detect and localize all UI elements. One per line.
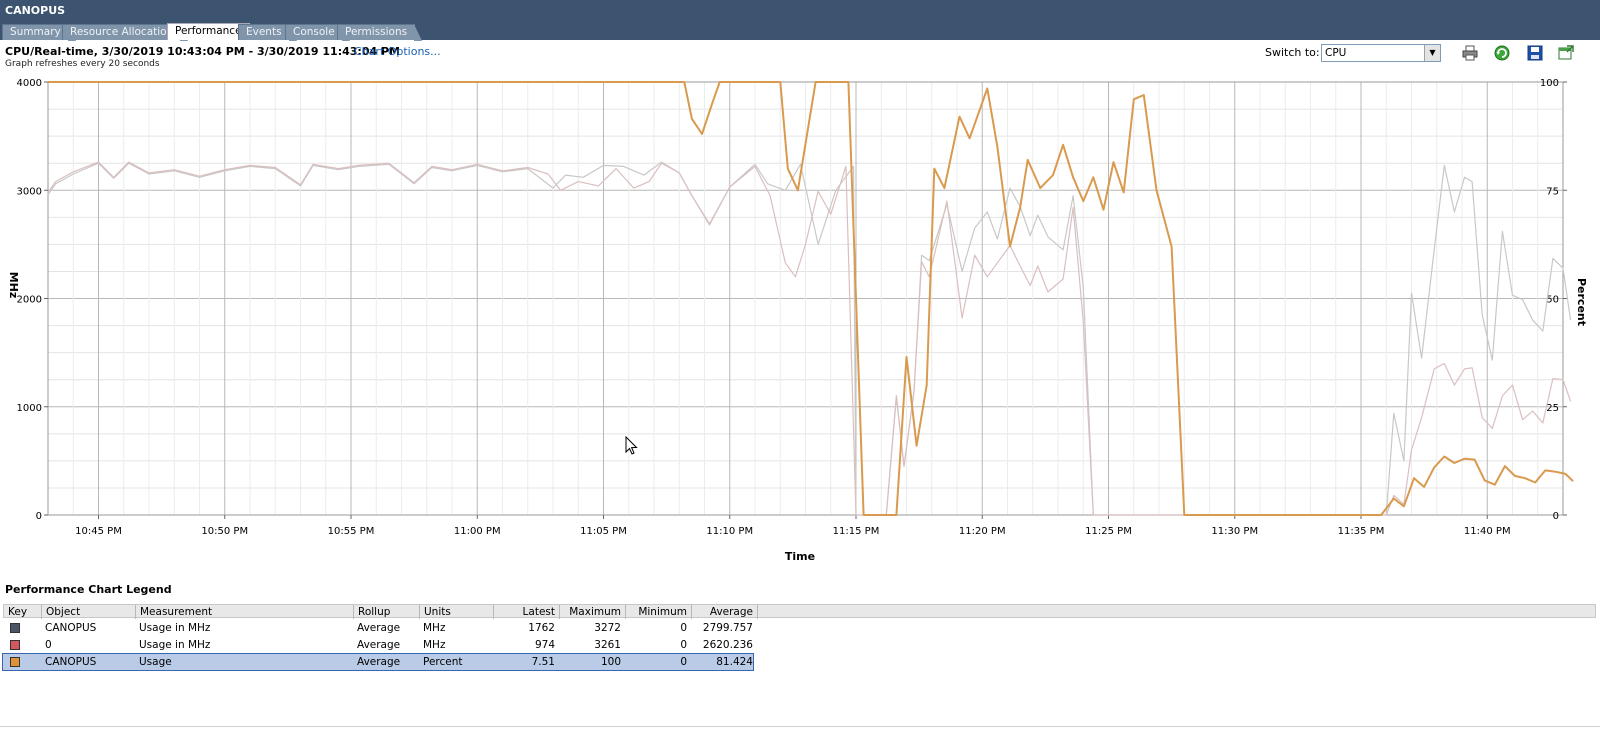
switch-to-value: CPU (1325, 47, 1347, 59)
x-tick-label: 10:50 PM (201, 526, 248, 537)
legend-cell-units: MHz (423, 622, 446, 634)
col-latest[interactable]: Latest (494, 605, 560, 619)
tab-performance[interactable]: Performance (167, 23, 257, 40)
y-tick-label-right: 25 (1546, 403, 1559, 414)
x-tick-label: 11:15 PM (833, 526, 880, 537)
legend-cell-rollup: Average (357, 622, 401, 634)
print-icon[interactable] (1462, 45, 1478, 61)
mouse-cursor-icon (625, 436, 638, 455)
refresh-note: Graph refreshes every 20 seconds (5, 59, 160, 69)
series-line-0 (47, 161, 1572, 516)
legend-cell-maximum: 100 (600, 656, 621, 668)
y-tick-label-right: 75 (1546, 186, 1559, 197)
col-rollup[interactable]: Rollup (354, 605, 420, 619)
y-tick-label-right: 100 (1540, 78, 1559, 89)
legend-cell-measurement: Usage in MHz (139, 639, 211, 651)
legend-cell-maximum: 3272 (594, 622, 621, 634)
chart-header-title: CPU/Real-time, 3/30/2019 10:43:04 PM - 3… (5, 45, 400, 58)
legend-cell-average: 81.424 (716, 656, 753, 668)
chart-axes: 0 1000 2000 3000 4000 0 25 50 75 100 10:45 PM 10:50… (17, 78, 1567, 537)
chart-series (47, 81, 1574, 516)
x-tick-label: 11:35 PM (1338, 526, 1385, 537)
col-units[interactable]: Units (420, 605, 494, 619)
legend-cell-average: 2799.757 (702, 622, 753, 634)
popout-icon[interactable] (1558, 45, 1574, 61)
legend-cell-minimum: 0 (680, 656, 687, 668)
legend-cell-object: 0 (45, 639, 52, 651)
legend-key-swatch (10, 657, 20, 667)
col-average[interactable]: Average (692, 605, 758, 619)
col-maximum[interactable]: Maximum (560, 605, 626, 619)
legend-cell-measurement: Usage in MHz (139, 622, 211, 634)
chart-options-link[interactable]: Chart Options... (354, 45, 441, 58)
y-tick-label-left: 2000 (17, 295, 42, 306)
y-tick-label-left: 0 (36, 511, 42, 522)
y-axis-label-right: Percent (1575, 278, 1588, 326)
refresh-icon[interactable] (1494, 45, 1510, 61)
legend-cell-units: Percent (423, 656, 463, 668)
legend-cell-units: MHz (423, 639, 446, 651)
x-axis-label: Time (785, 550, 815, 563)
legend-cell-latest: 7.51 (531, 656, 555, 668)
legend-cell-measurement: Usage (139, 656, 172, 668)
legend-title: Performance Chart Legend (5, 583, 172, 596)
col-key[interactable]: Key (4, 605, 42, 619)
x-tick-label: 10:55 PM (328, 526, 375, 537)
title-bar: CANOPUS Summary Resource Allocation Perf… (0, 0, 1600, 41)
legend-header-row: Key Object Measurement Rollup Units Late… (3, 604, 1596, 619)
tab-permissions[interactable]: Permissions (337, 24, 423, 41)
y-tick-label-left: 4000 (17, 78, 42, 89)
col-measurement[interactable]: Measurement (136, 605, 354, 619)
series-line-2 (48, 81, 1574, 516)
col-minimum[interactable]: Minimum (626, 605, 692, 619)
window-title: CANOPUS (5, 4, 66, 17)
x-tick-label: 11:25 PM (1085, 526, 1132, 537)
switch-to-label: Switch to: (1265, 46, 1320, 59)
y-axis-label-left: MHz (7, 272, 20, 299)
col-object[interactable]: Object (42, 605, 136, 619)
y-tick-label-right: 0 (1553, 511, 1559, 522)
legend-cell-rollup: Average (357, 639, 401, 651)
tab-summary[interactable]: Summary (2, 24, 76, 41)
legend-cell-object: CANOPUS (45, 622, 97, 634)
legend-key-swatch (10, 640, 20, 650)
legend-cell-average: 2620.236 (702, 639, 753, 651)
tab-resource-allocation[interactable]: Resource Allocation (62, 24, 189, 41)
series-line-1 (47, 161, 1572, 516)
chevron-down-icon[interactable]: ▼ (1424, 45, 1440, 61)
bottom-divider (0, 726, 1600, 727)
legend-cell-maximum: 3261 (594, 639, 621, 651)
legend-cell-minimum: 0 (680, 639, 687, 651)
tab-console[interactable]: Console (285, 24, 350, 41)
legend-row[interactable]: CANOPUS Usage in MHz Average MHz 1762 3272 0 27… (3, 620, 753, 636)
legend-row[interactable]: CANOPUS Usage Average Percent 7.51 100 0 81.424 (2, 653, 754, 671)
y-tick-label-left: 3000 (17, 186, 42, 197)
x-tick-label: 11:40 PM (1464, 526, 1511, 537)
x-tick-label: 10:45 PM (75, 526, 122, 537)
performance-chart: 0 1000 2000 3000 4000 0 25 50 75 100 10:45 PM 10:50… (7, 78, 1588, 563)
x-tick-label: 11:05 PM (580, 526, 627, 537)
legend-cell-latest: 974 (534, 639, 555, 651)
x-tick-label: 11:00 PM (454, 526, 501, 537)
legend-cell-rollup: Average (357, 656, 401, 668)
legend-cell-minimum: 0 (680, 622, 687, 634)
x-tick-label: 11:30 PM (1211, 526, 1258, 537)
legend-row[interactable]: 0 Usage in MHz Average MHz 974 3261 0 2620.236 (3, 637, 753, 653)
legend-key-swatch (10, 623, 20, 633)
legend-cell-latest: 1762 (528, 622, 555, 634)
tab-events[interactable]: Events (238, 24, 297, 41)
x-tick-label: 11:10 PM (706, 526, 753, 537)
y-tick-label-left: 1000 (17, 403, 42, 414)
legend-cell-object: CANOPUS (45, 656, 97, 668)
switch-to-select[interactable]: CPU ▼ (1321, 44, 1441, 62)
y-tick-label-right: 50 (1546, 295, 1559, 306)
save-icon[interactable] (1527, 45, 1543, 61)
x-tick-label: 11:20 PM (959, 526, 1006, 537)
